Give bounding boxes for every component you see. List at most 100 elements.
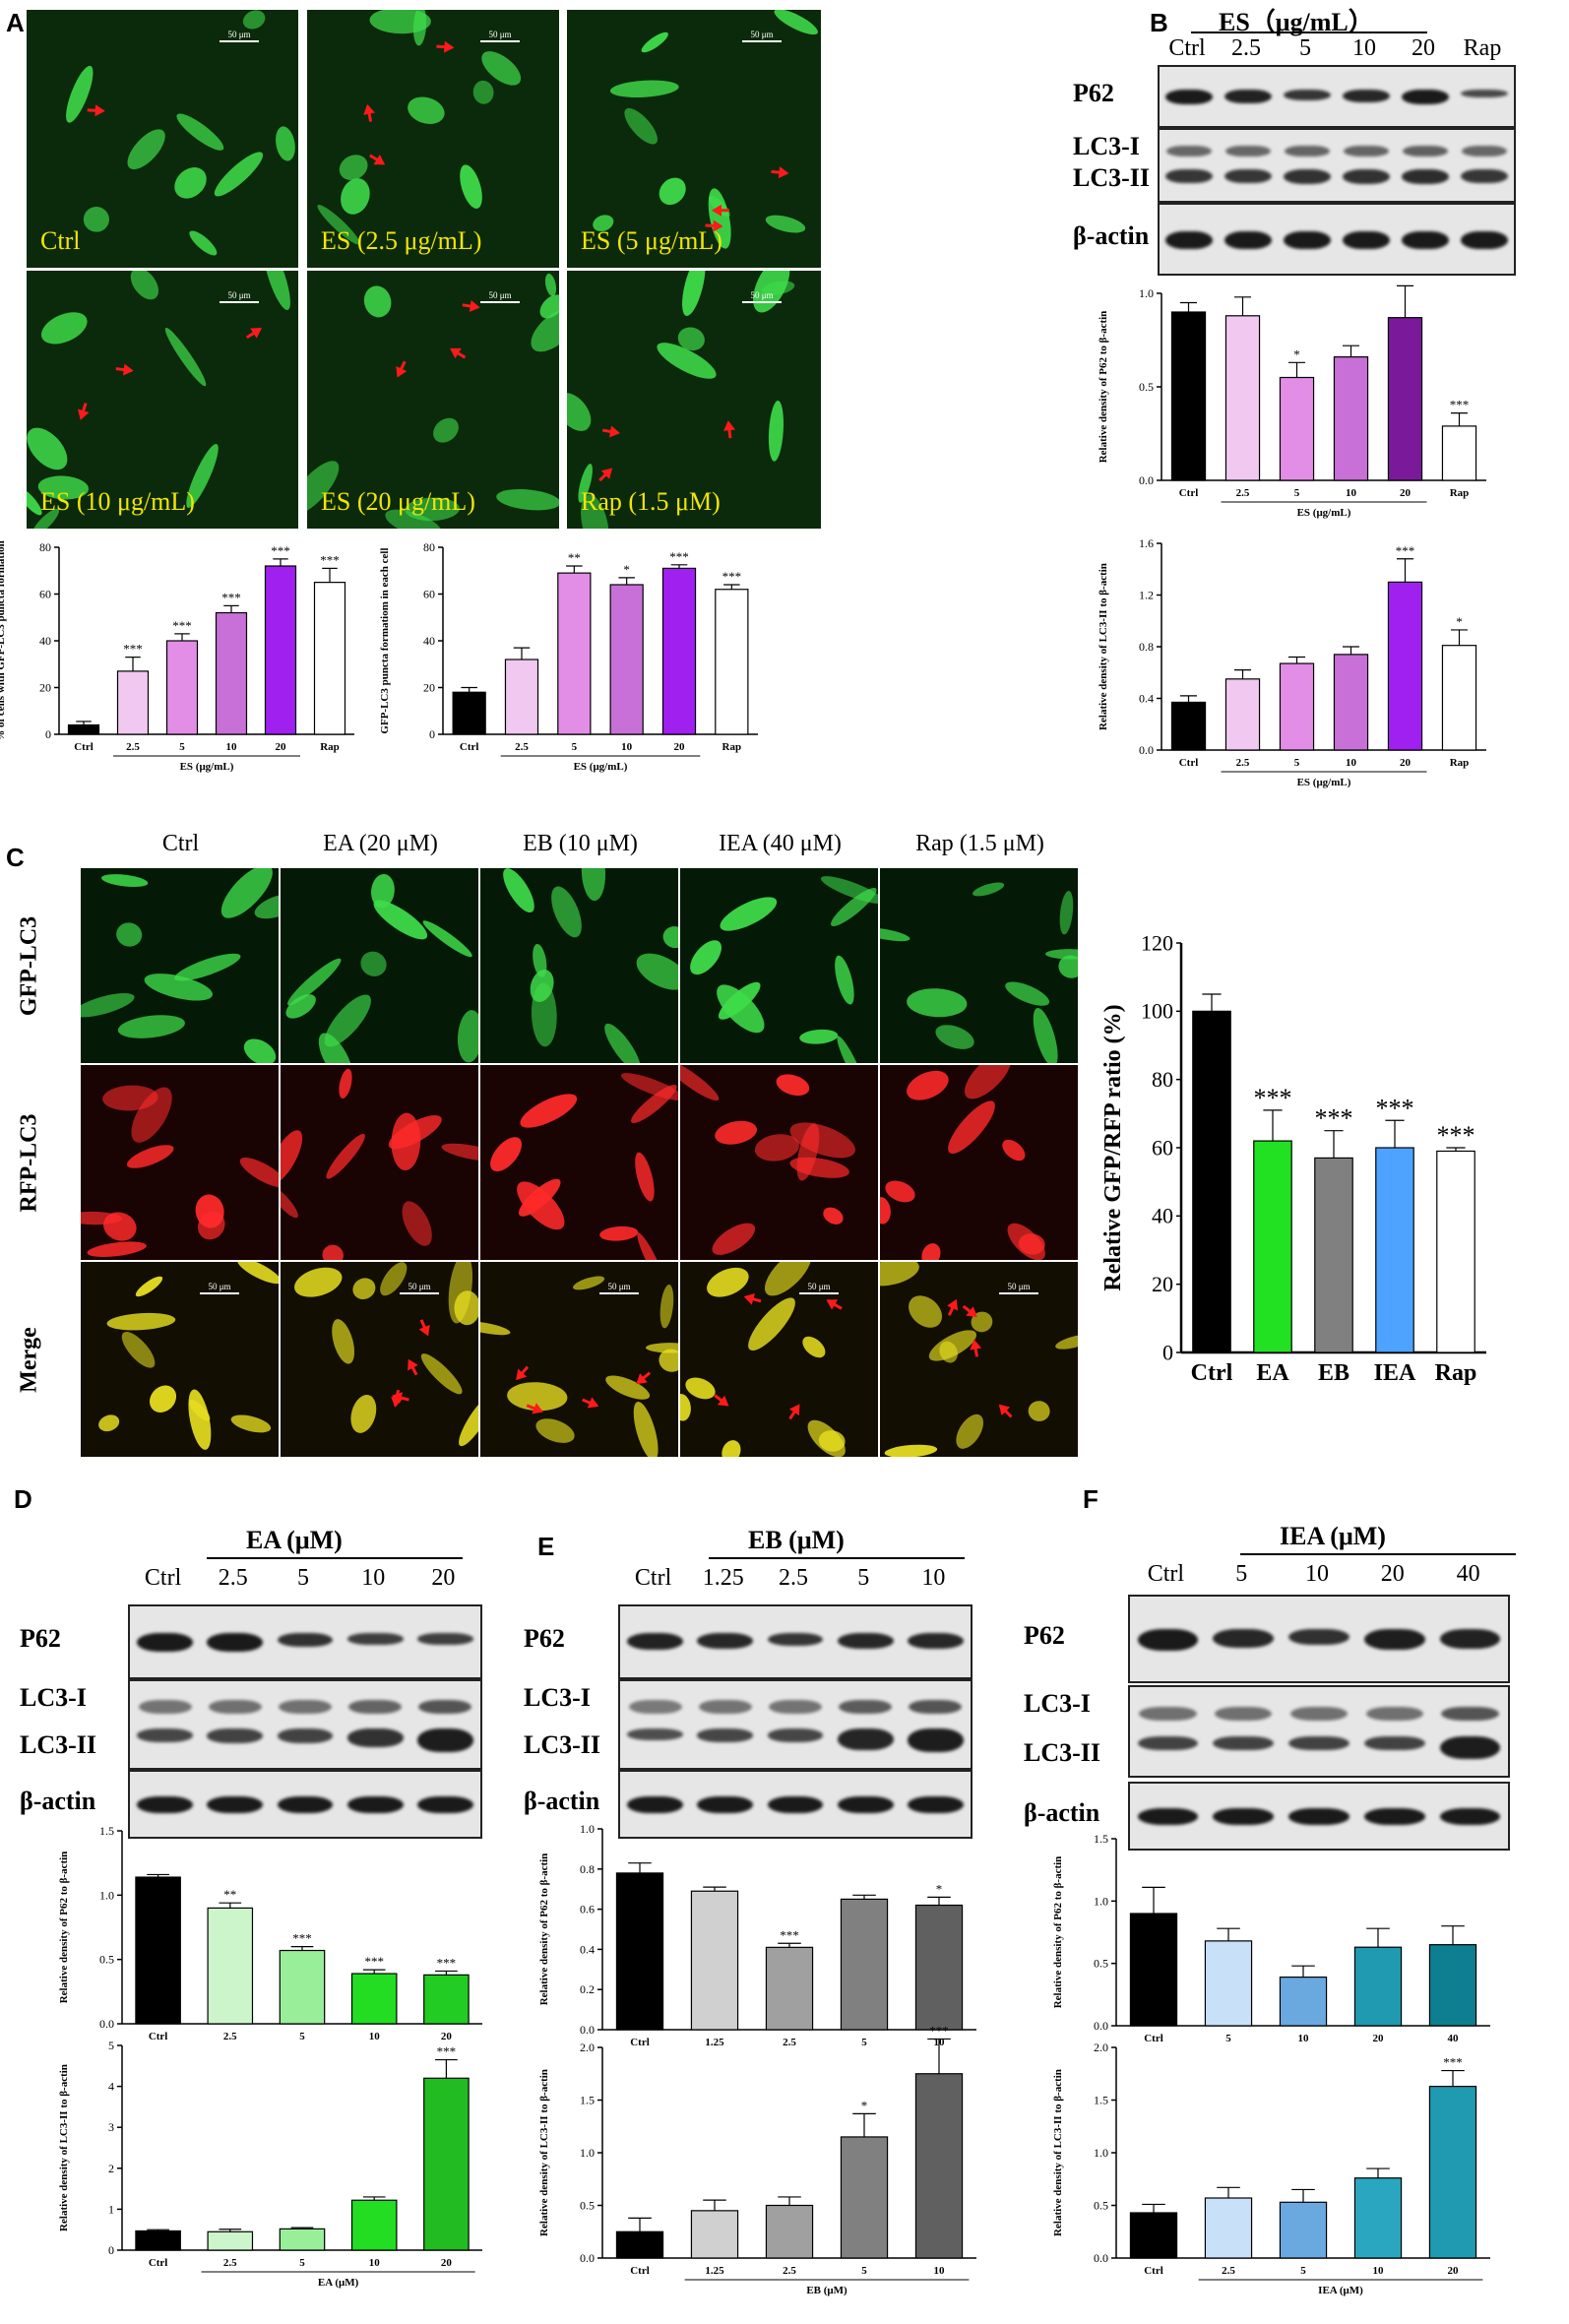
significance-label: *** [364, 1954, 384, 1969]
y-tick-label: 20 [39, 681, 51, 695]
scale-bar-label: 50 μm [607, 1282, 631, 1291]
y-axis-label: Relative density of LC3-II to β-actin [1098, 563, 1109, 730]
y-tick-label: 0.5 [1139, 380, 1154, 394]
panel-a-image-6: 50 μm Rap (1.5 μM) [567, 271, 821, 529]
panelB-blot-actin [1158, 203, 1516, 276]
category-label: 2.5 [515, 741, 529, 753]
bar-5 [279, 1949, 326, 2025]
chart-B2-svg: 0.0 0.4 0.8 1.2 1.6 Relative density of LC3-I… [1098, 536, 1486, 788]
bar-20 [264, 565, 297, 735]
y-tick-label: 1.5 [1094, 2094, 1108, 2107]
panelF-blot-label: LC3-I [1024, 1689, 1091, 1718]
scale-bar: 50 μm [400, 1282, 439, 1294]
panel-c-image-r2c2-cells [480, 1276, 678, 1457]
y-tick-label: 0.0 [1094, 2019, 1108, 2033]
panelB-blot-label: P62 [1073, 79, 1114, 107]
band-lower [416, 1728, 473, 1752]
band [1402, 230, 1449, 249]
cell [83, 207, 109, 232]
cell [174, 167, 207, 199]
cell [885, 1180, 915, 1203]
bar-1.25 [690, 2210, 739, 2259]
cell [422, 920, 472, 958]
red-arrow-icon [962, 1304, 977, 1318]
cell [276, 126, 295, 161]
bar-Ctrl [1170, 311, 1207, 481]
scale-bar-label: 50 μm [750, 290, 774, 300]
category-label: 20 [1400, 487, 1412, 499]
cell [388, 1115, 442, 1150]
panel-c-image-r1c0-cells [81, 1085, 279, 1257]
band [1213, 1808, 1274, 1826]
category-label: Ctrl [460, 741, 479, 753]
panelE-blot-label: LC3-II [524, 1730, 601, 1759]
bar-2.5 [765, 2204, 814, 2259]
group-label: EA (μM) [318, 2277, 359, 2289]
panel-c-image-r1c1-cells [281, 1068, 478, 1260]
band [1213, 1628, 1274, 1648]
cell [531, 308, 559, 352]
cell [412, 10, 427, 46]
category-label: 2.5 [783, 2037, 796, 2048]
y-tick-label: 0.5 [1094, 2199, 1108, 2213]
group-label: IEA (μM) [1318, 2285, 1363, 2296]
panel-a-image-caption: Rap (1.5 μM) [581, 487, 721, 516]
band [137, 1796, 194, 1814]
y-tick-label: 20 [1152, 1272, 1173, 1296]
cell [121, 1332, 156, 1368]
red-arrow-icon [947, 1298, 959, 1316]
cell [480, 1321, 511, 1336]
y-tick-label: 40 [1152, 1204, 1173, 1228]
red-arrow-icon [87, 104, 105, 117]
y-tick-label: 100 [1141, 999, 1173, 1024]
bar-Ctrl [1192, 1010, 1231, 1353]
category-label: 2.5 [783, 2265, 796, 2277]
cell [341, 178, 370, 215]
significance-label: *** [1315, 1104, 1353, 1133]
cell [188, 1389, 212, 1450]
band [907, 1796, 964, 1814]
band [1284, 230, 1331, 249]
cell [753, 271, 790, 313]
category-label: 10 [369, 2031, 381, 2042]
y-tick-label: 2 [108, 2162, 114, 2175]
band [767, 1633, 824, 1647]
significance-label: *** [271, 543, 290, 558]
bar-10 [1333, 654, 1369, 751]
scale-bar-label: 50 μm [408, 1282, 431, 1291]
cell [624, 107, 658, 145]
red-arrow-icon [245, 327, 262, 340]
panelB-lane-4: 20 [1412, 35, 1435, 61]
cell [907, 988, 968, 1018]
cell [682, 271, 706, 316]
band-lower [137, 1728, 194, 1742]
panel-c-image-r0c2-cells [503, 868, 678, 1063]
panel-c-image-r2c0-cells [98, 1262, 279, 1450]
significance-label: * [861, 2098, 868, 2112]
cell [37, 475, 90, 500]
band [1165, 89, 1213, 105]
panelE-blot-p62 [618, 1604, 973, 1679]
cell [81, 992, 135, 1018]
bar-2.5 [207, 1907, 254, 2025]
cell [402, 1201, 432, 1246]
cell [573, 1276, 605, 1290]
panel-c-image-r0c4 [880, 868, 1078, 1063]
cell [106, 1312, 176, 1331]
panelE-lane-0: Ctrl [634, 1565, 672, 1591]
band-upper [628, 1700, 682, 1715]
panel-c-image-r0c2 [480, 868, 678, 1063]
bar-10 [914, 1904, 964, 2031]
category-label: 20 [441, 2257, 453, 2269]
bar-2.5 [765, 1946, 814, 2031]
cell [551, 886, 582, 938]
bar-20 [1353, 1946, 1403, 2027]
y-tick-label: 0.0 [580, 2023, 595, 2037]
cell [322, 1244, 344, 1260]
cell [130, 271, 159, 300]
band [1461, 89, 1508, 97]
band-upper [909, 1700, 963, 1715]
y-tick-label: 0 [429, 727, 435, 741]
panel-c-image-r2c3-cells [680, 1262, 846, 1457]
cell [433, 417, 459, 443]
